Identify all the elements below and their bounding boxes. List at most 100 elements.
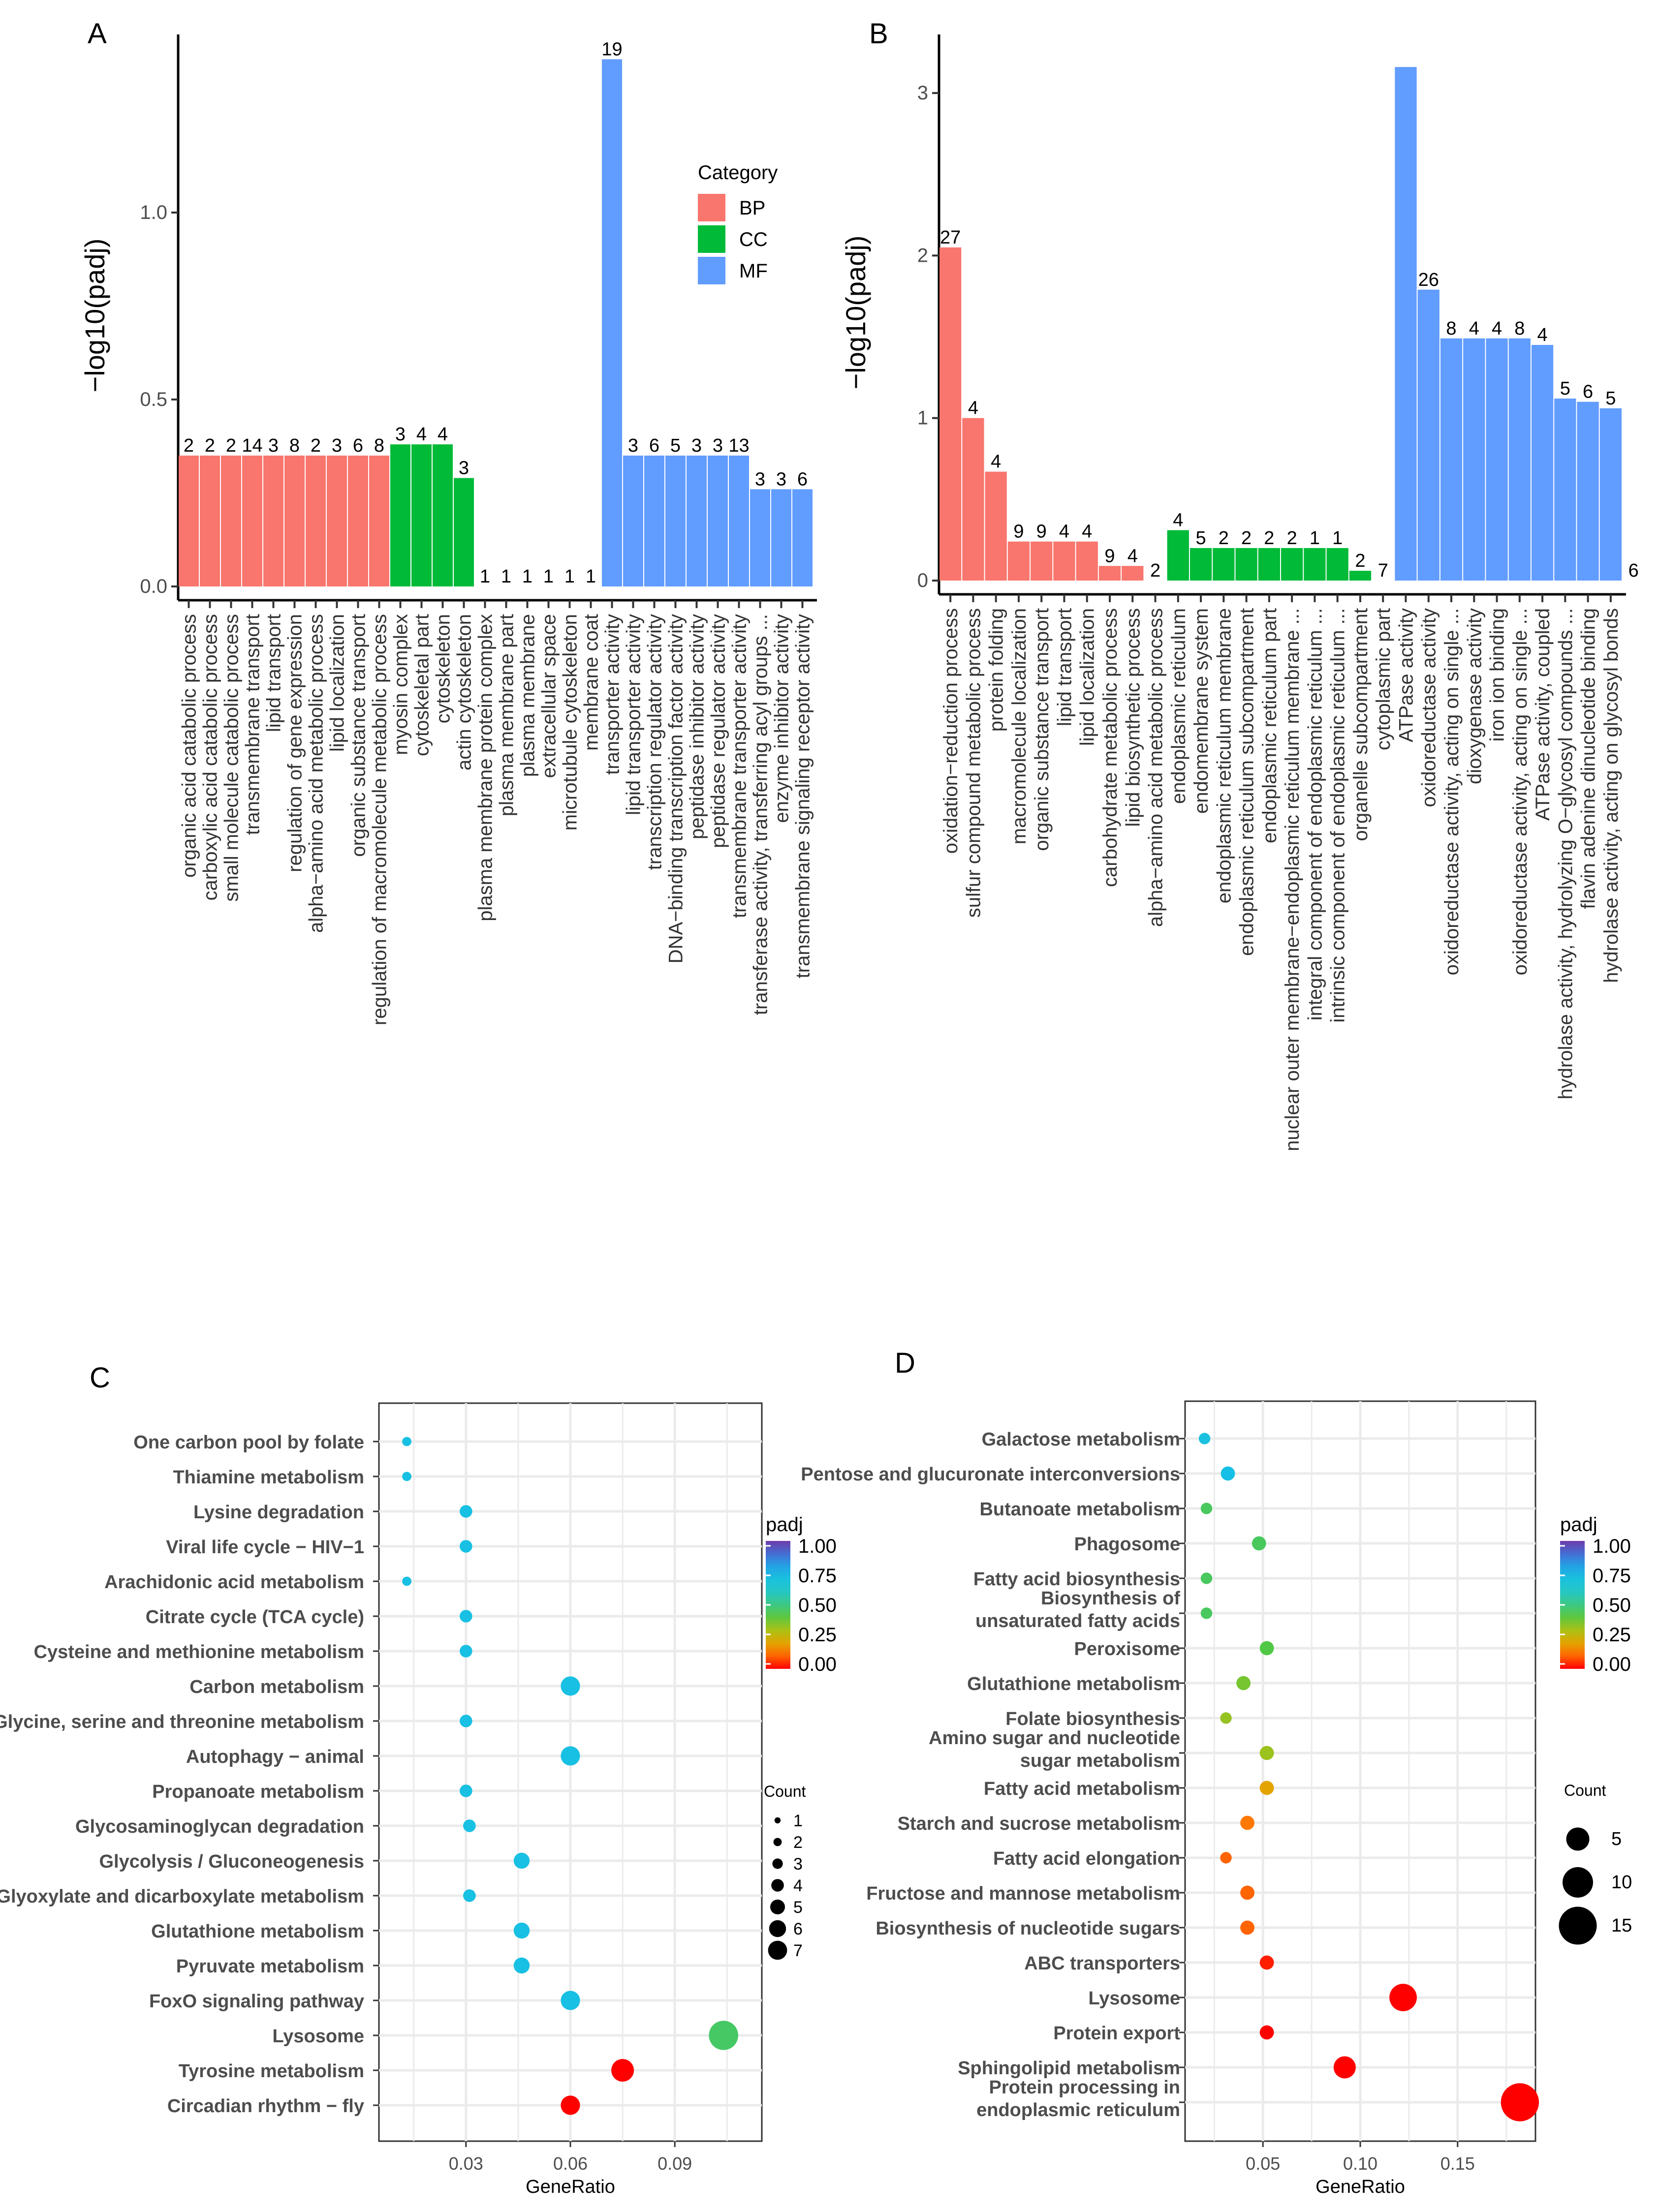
category-label: regulation of macromolecule metabolic pr…	[369, 614, 391, 1025]
bar	[962, 418, 984, 581]
count-label: 4	[438, 424, 448, 445]
bar	[390, 444, 410, 586]
x-tick-label: 0.10	[1343, 2153, 1377, 2174]
y-tick-label: 1	[917, 407, 928, 429]
category-label: organelle subcompartment	[1350, 608, 1372, 841]
count-label: 3	[713, 435, 723, 456]
size-legend-label: 10	[1611, 1872, 1632, 1893]
category-label: DNA−binding transcription factor activit…	[665, 614, 687, 963]
data-point	[1252, 1536, 1266, 1551]
size-legend-label: 5	[793, 1898, 803, 1917]
count-label: 2	[1287, 528, 1297, 549]
bar	[665, 456, 686, 586]
category-label: lipid transporter activity	[623, 614, 645, 815]
bar	[1007, 541, 1030, 581]
count-label: 3	[395, 424, 406, 445]
color-legend-label: 0.25	[798, 1624, 837, 1646]
category-label: Citrate cycle (TCA cycle)	[146, 1607, 364, 1628]
panel-a: A0.00.51.0−log10(padj)2 2 2 14 3 8 2 3 6 83 4 431 1 1…	[79, 18, 817, 1025]
category-label: transmembrane transport	[242, 614, 264, 835]
data-point	[513, 1957, 530, 1974]
bar	[1440, 338, 1463, 581]
category-label: Autophagy − animal	[186, 1747, 364, 1767]
category-label: Thiamine metabolism	[173, 1467, 364, 1488]
color-legend-title: padj	[766, 1514, 803, 1536]
size-legend-dot	[1559, 1906, 1597, 1945]
data-point	[1259, 1955, 1274, 1970]
count-label: 2	[1355, 551, 1365, 571]
legend-label: BP	[739, 197, 765, 219]
count-label: 13	[728, 435, 749, 456]
panel-label: B	[869, 18, 888, 50]
legend-title: Category	[698, 162, 778, 184]
bar	[1122, 566, 1144, 581]
category-label: Pyruvate metabolism	[176, 1956, 364, 1977]
color-legend-label: 0.00	[1593, 1654, 1631, 1675]
y-tick-label: 0	[917, 570, 928, 591]
size-legend-dot	[773, 1838, 782, 1846]
bar	[623, 456, 643, 586]
count-label: 9	[1036, 522, 1047, 542]
count-label: 7	[1378, 560, 1388, 581]
category-label: ABC transporters	[1024, 1953, 1180, 1974]
bar	[263, 456, 283, 586]
category-label-line: Protein processing in	[989, 2077, 1180, 2098]
size-legend-dot	[770, 1900, 785, 1914]
bar	[454, 478, 474, 586]
bar	[708, 456, 728, 586]
bar	[200, 456, 220, 586]
category-label: Pentose and glucuronate interconversions	[801, 1464, 1180, 1485]
size-legend-label: 6	[793, 1920, 803, 1938]
category-label: Circadian rhythm − fly	[167, 2096, 364, 2117]
category-label: Sphingolipid metabolism	[958, 2058, 1180, 2079]
bar	[327, 456, 347, 586]
category-label: plasma membrane part	[496, 614, 518, 816]
category-label: endoplasmic reticulum membrane	[1213, 608, 1235, 903]
category-label: Biosynthesis of unsaturated fatty acids	[975, 1588, 1180, 1631]
color-legend-title: padj	[1560, 1514, 1597, 1536]
size-legend-dot	[774, 1817, 781, 1824]
category-label: Glycolysis / Gluconeogenesis	[99, 1851, 364, 1872]
category-label: ATPase activity	[1395, 608, 1417, 742]
category-label: Propanoate metabolism	[152, 1782, 364, 1802]
size-legend-dot	[769, 1920, 786, 1937]
color-legend-label: 1.00	[798, 1536, 837, 1557]
bar	[1577, 401, 1599, 581]
category-label: Biosynthesis of nucleotide sugars	[876, 1918, 1180, 1939]
category-label: plasma membrane	[517, 614, 539, 777]
color-legend-label: 1.00	[1593, 1536, 1631, 1557]
count-label: 3	[268, 435, 279, 456]
category-label: Fatty acid metabolism	[984, 1779, 1180, 1799]
category-label: Cysteine and methionine metabolism	[34, 1642, 364, 1662]
count-label: 19	[601, 39, 622, 60]
data-point	[1259, 1641, 1274, 1656]
bar	[1417, 289, 1440, 581]
category-label: endomembrane system	[1190, 608, 1212, 814]
category-label: Glutathione metabolism	[967, 1674, 1180, 1694]
y-tick-label: 1.0	[140, 202, 167, 223]
count-label: 5	[1560, 378, 1570, 399]
x-tick-label: 0.06	[553, 2153, 588, 2174]
category-label: lipid localization	[1077, 608, 1098, 746]
bar	[348, 456, 368, 586]
size-legend-dot	[772, 1858, 783, 1869]
category-label: flavin adenine dinucleotide binding	[1578, 608, 1599, 909]
count-label: 1	[543, 566, 554, 587]
category-label: iron ion binding	[1487, 608, 1508, 741]
size-legend-label: 4	[793, 1876, 803, 1895]
data-point	[561, 1746, 580, 1766]
category-label: oxidoreductase activity, acting on singl…	[1509, 608, 1531, 975]
count-label: 4	[1173, 510, 1183, 531]
count-label: 2	[1241, 528, 1252, 549]
data-point	[402, 1437, 411, 1446]
bar	[433, 444, 453, 586]
count-label: 3	[459, 458, 469, 479]
category-label: integral component of endoplasmic reticu…	[1304, 608, 1326, 1020]
category-label-line: Amino sugar and nucleotide	[929, 1728, 1180, 1749]
size-legend-title: Count	[764, 1782, 806, 1800]
legend-swatch	[698, 194, 725, 221]
category-label: actin cytoskeleton	[454, 614, 475, 770]
count-label: 5	[1195, 528, 1206, 549]
bar	[771, 489, 791, 586]
bar	[1189, 548, 1212, 581]
